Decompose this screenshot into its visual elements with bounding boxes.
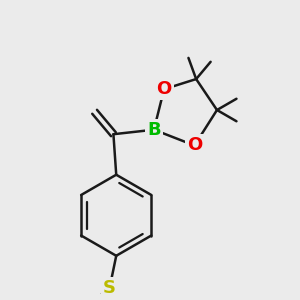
Text: O: O xyxy=(187,136,202,154)
Text: B: B xyxy=(147,121,161,139)
Text: S: S xyxy=(103,279,116,297)
Text: O: O xyxy=(156,80,172,98)
